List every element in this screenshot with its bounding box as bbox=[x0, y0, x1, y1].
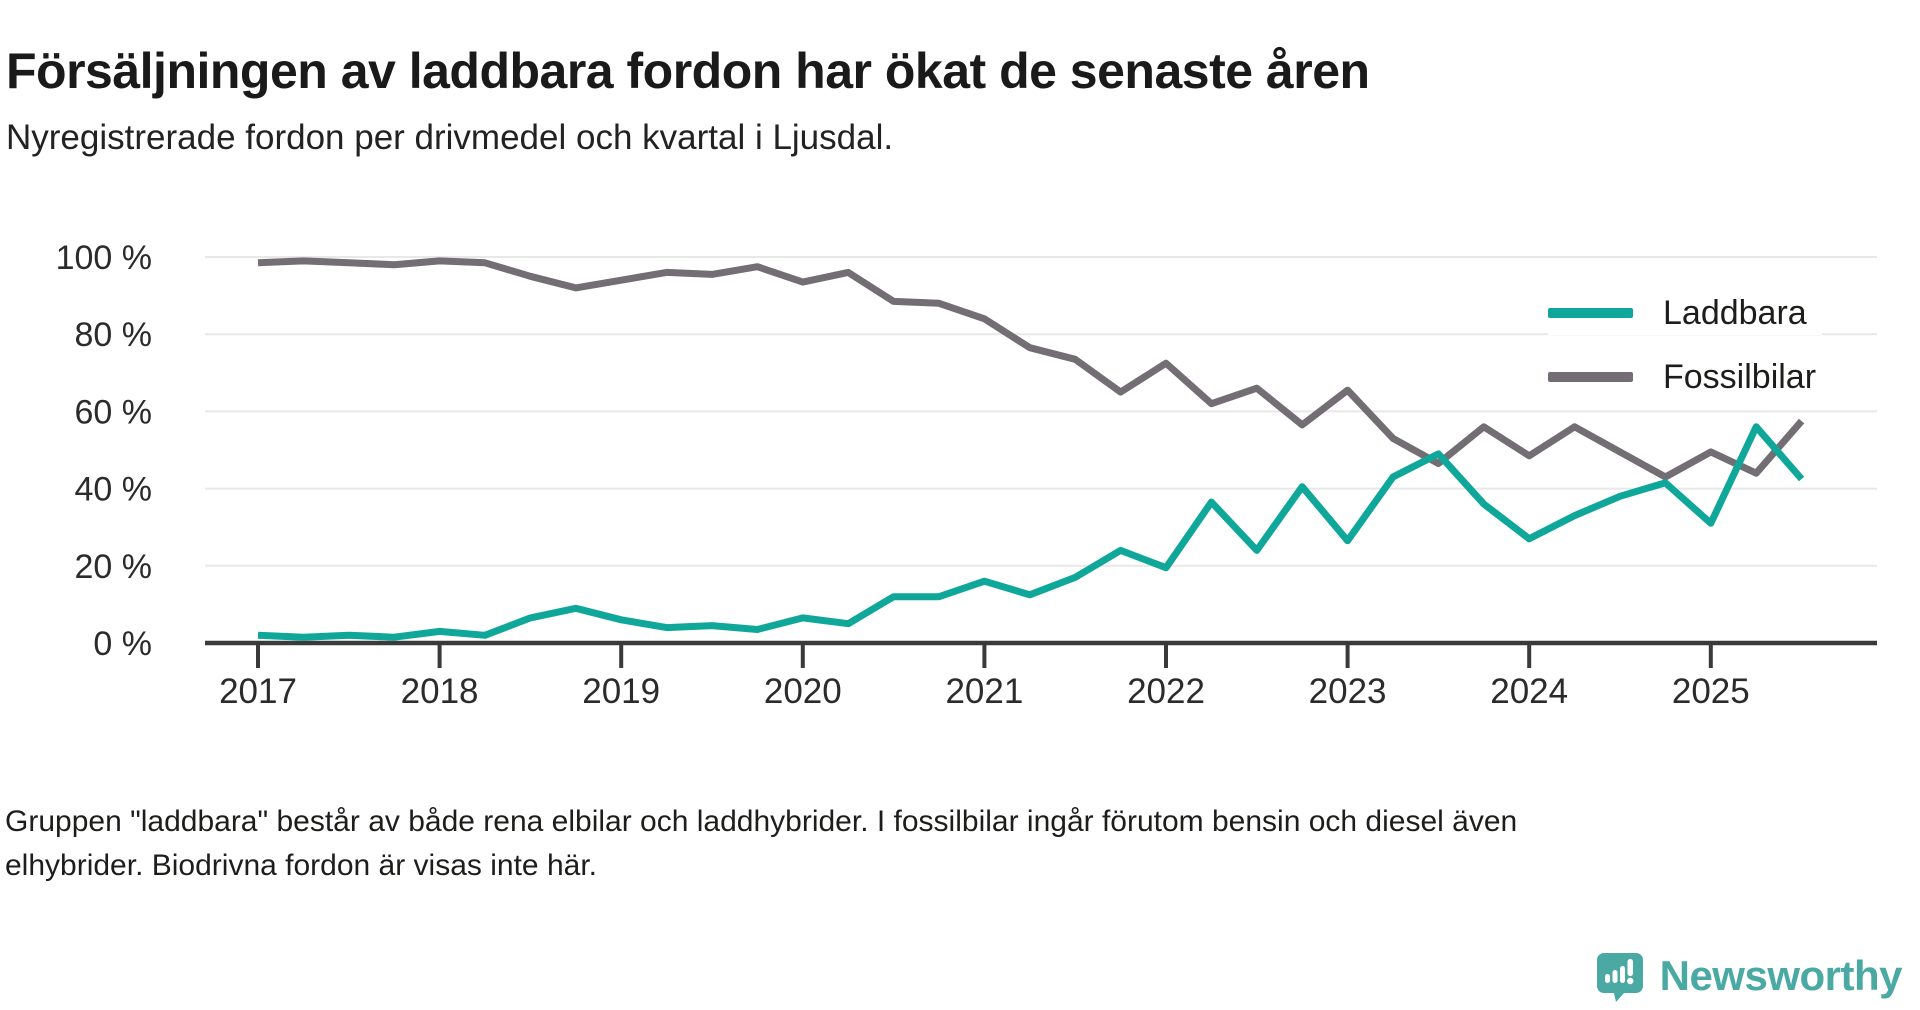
chart-legend: Laddbara Fossilbilar bbox=[1548, 291, 1823, 399]
footnote-line-2: elhybrider. Biodrivna fordon är visas in… bbox=[5, 849, 597, 882]
newsworthy-brand-name: Newsworthy bbox=[1659, 952, 1903, 999]
x-tick-label: 2017 bbox=[219, 672, 297, 711]
x-tick-label: 2019 bbox=[582, 672, 660, 711]
legend-item-laddbara: Laddbara bbox=[1548, 291, 1823, 335]
x-tick-label: 2022 bbox=[1127, 672, 1205, 711]
x-tick-label: 2023 bbox=[1309, 672, 1387, 711]
x-tick-label: 2020 bbox=[764, 672, 842, 711]
y-tick-label: 60 % bbox=[75, 393, 153, 431]
y-tick-label: 80 % bbox=[75, 316, 153, 354]
chart-footnote: Gruppen "laddbara" består av både rena e… bbox=[5, 800, 1565, 888]
series-line-laddbara bbox=[257, 423, 1805, 641]
chart-subtitle: Nyregistrerade fordon per drivmedel och … bbox=[6, 118, 894, 157]
y-tick-label: 40 % bbox=[75, 471, 153, 509]
x-tick-label: 2021 bbox=[945, 672, 1023, 711]
y-tick-label: 100 % bbox=[56, 239, 152, 277]
y-tick-label: 20 % bbox=[75, 548, 153, 586]
newsworthy-brand: Newsworthy bbox=[1594, 950, 1903, 1002]
y-tick-label: 0 % bbox=[93, 625, 152, 663]
laddbara-line-swatch bbox=[1548, 308, 1633, 318]
legend-label-laddbara: Laddbara bbox=[1663, 293, 1807, 332]
legend-label-fossilbilar: Fossilbilar bbox=[1663, 357, 1817, 396]
fossilbilar-line-swatch bbox=[1548, 372, 1633, 382]
legend-item-fossilbilar: Fossilbilar bbox=[1548, 355, 1823, 399]
x-tick-label: 2025 bbox=[1672, 672, 1750, 711]
x-tick-label: 2018 bbox=[401, 672, 479, 711]
x-tick-label: 2024 bbox=[1490, 672, 1568, 711]
series-line-fossilbilar bbox=[257, 257, 1805, 481]
page-title: Försäljningen av laddbara fordon har öka… bbox=[6, 42, 1370, 99]
newsworthy-logo-icon bbox=[1596, 953, 1643, 1002]
footnote-line-1: Gruppen "laddbara" består av både rena e… bbox=[5, 805, 1518, 838]
